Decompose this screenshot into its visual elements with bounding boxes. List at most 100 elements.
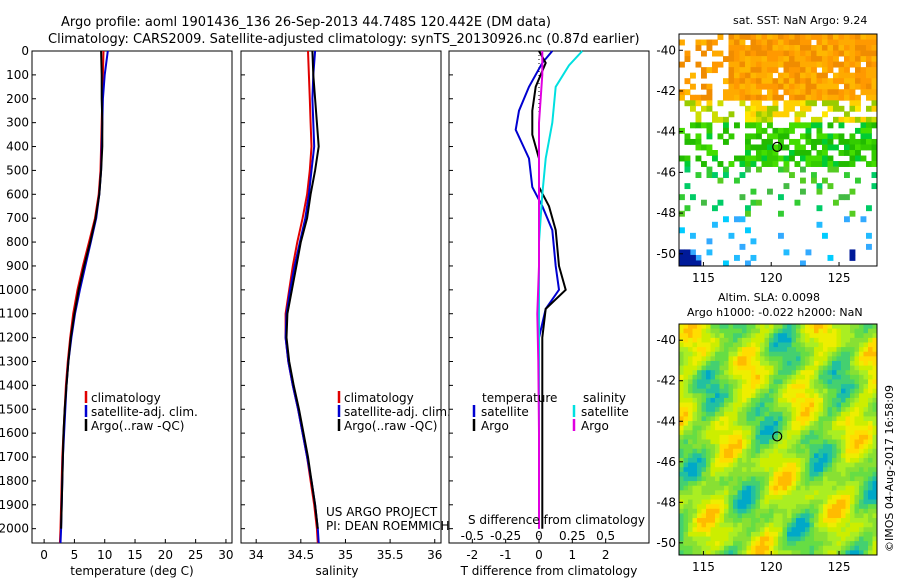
sla-cell bbox=[692, 476, 698, 482]
sla-cell bbox=[854, 476, 860, 482]
sla-cell bbox=[859, 513, 864, 519]
sla-cell bbox=[719, 471, 725, 477]
sla-cell bbox=[845, 397, 851, 403]
sst-cell bbox=[805, 122, 812, 129]
sst-cell bbox=[860, 34, 867, 40]
sst-cell bbox=[767, 50, 773, 57]
sla-cell bbox=[724, 425, 729, 431]
sla-cell bbox=[796, 365, 801, 371]
sla-cell bbox=[868, 494, 873, 500]
temperature-legend: climatology satellite-adj. clim. Argo(..… bbox=[84, 391, 198, 433]
sla-cell bbox=[764, 490, 770, 496]
sst-cell bbox=[816, 116, 823, 123]
sla-cell bbox=[706, 439, 711, 445]
sla-cell bbox=[755, 457, 761, 463]
sst-cell bbox=[800, 67, 806, 74]
sst-cell bbox=[816, 122, 823, 129]
sla-cell bbox=[737, 333, 743, 339]
sla-cell bbox=[697, 453, 702, 459]
sst-cell bbox=[794, 94, 801, 101]
sst-cell bbox=[772, 150, 779, 156]
sla-cell bbox=[692, 360, 698, 366]
sla-cell bbox=[764, 365, 770, 371]
sla-cell bbox=[751, 518, 756, 524]
sla-cell bbox=[773, 388, 779, 394]
sla-cell bbox=[715, 402, 720, 408]
sla-cell bbox=[724, 518, 729, 524]
sst-cell bbox=[778, 61, 784, 68]
sst-cell bbox=[745, 78, 751, 85]
sst-cell bbox=[750, 89, 757, 96]
depth-tick-label: 900 bbox=[6, 259, 29, 273]
sla-cell bbox=[850, 471, 855, 477]
sla-cell bbox=[737, 481, 743, 487]
sla-cell bbox=[724, 504, 729, 510]
sla-cell bbox=[845, 545, 851, 551]
sst-cell bbox=[860, 89, 867, 96]
sla-cell bbox=[701, 328, 707, 334]
sla-cell bbox=[773, 494, 779, 500]
difference-legend: temperature salinity satellite Argo sate… bbox=[468, 391, 645, 527]
sst-cell bbox=[717, 34, 724, 40]
sst-cell bbox=[761, 127, 768, 134]
sla-cell bbox=[818, 485, 824, 491]
sla-cell bbox=[773, 518, 779, 524]
sla-cell bbox=[868, 416, 873, 422]
sla-cell bbox=[850, 462, 855, 468]
sla-cell bbox=[755, 550, 761, 556]
sla-cell bbox=[737, 536, 743, 542]
sla-cell bbox=[859, 504, 864, 510]
sst-cell bbox=[745, 133, 751, 140]
sst-cell bbox=[811, 161, 817, 167]
sla-cell bbox=[697, 531, 702, 537]
sla-cell bbox=[827, 347, 833, 353]
sst-cell bbox=[805, 161, 812, 167]
sla-cell bbox=[755, 518, 761, 524]
sst-cell bbox=[695, 39, 702, 46]
sla-cell bbox=[854, 421, 860, 427]
sla-cell bbox=[841, 337, 846, 343]
sla-cell bbox=[692, 393, 698, 399]
sst-cell bbox=[871, 45, 878, 51]
sst-cell bbox=[811, 138, 817, 145]
sla-cell bbox=[796, 481, 801, 487]
sla-cell bbox=[791, 324, 797, 330]
sla-cell bbox=[796, 411, 801, 417]
sla-cell bbox=[859, 379, 864, 385]
sla-cell bbox=[868, 485, 873, 491]
sla-cell bbox=[715, 490, 720, 496]
sla-cell bbox=[818, 328, 824, 334]
sla-cell bbox=[791, 513, 797, 519]
sla-cell bbox=[845, 550, 851, 556]
sla-cell bbox=[805, 462, 810, 468]
sst-cell bbox=[844, 94, 850, 101]
sla-cell bbox=[746, 374, 752, 380]
sla-cell bbox=[746, 448, 752, 454]
sla-cell bbox=[832, 531, 837, 537]
sla-cell bbox=[773, 347, 779, 353]
sst-cell bbox=[816, 78, 823, 85]
sla-cell bbox=[782, 347, 788, 353]
sla-cell bbox=[697, 494, 702, 500]
sla-cell bbox=[850, 536, 855, 542]
sst-cell bbox=[849, 39, 856, 46]
sla-cell bbox=[841, 457, 846, 463]
sla-cell bbox=[827, 462, 833, 468]
sst-cell bbox=[778, 133, 784, 140]
sst-cell bbox=[745, 210, 751, 217]
sla-cell bbox=[868, 471, 873, 477]
sla-cell bbox=[859, 476, 864, 482]
sla-cell bbox=[706, 448, 711, 454]
sla-cell bbox=[710, 522, 716, 528]
sla-cell bbox=[769, 411, 774, 417]
sst-cell bbox=[827, 166, 834, 173]
sla-cell bbox=[760, 430, 765, 436]
sla-cell bbox=[697, 416, 702, 422]
sst-cell bbox=[849, 89, 856, 96]
sst-cell bbox=[739, 194, 746, 201]
sst-cell bbox=[745, 34, 751, 40]
sst-cell bbox=[871, 172, 878, 179]
sst-cell bbox=[772, 45, 779, 51]
sst-cell bbox=[712, 39, 718, 46]
sla-cell bbox=[683, 347, 689, 353]
